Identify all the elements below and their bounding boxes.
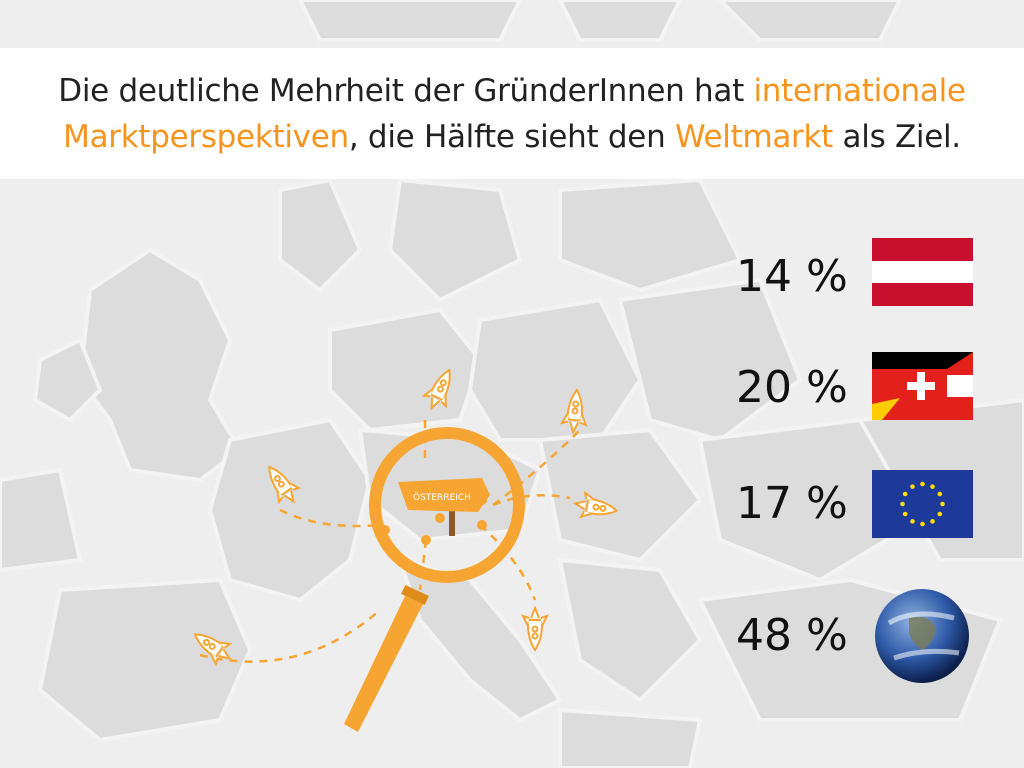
eu-star	[920, 481, 925, 487]
eu-star	[902, 491, 908, 497]
globe-icon	[875, 589, 969, 683]
rocket-icon	[268, 465, 302, 505]
eu-star	[937, 511, 943, 517]
austria-flag-icon	[872, 238, 973, 306]
title-highlight-market: Marktperspektiven	[63, 119, 349, 155]
title-text: Die deutliche Mehrheit der GründerInnen …	[58, 73, 754, 109]
stat-eu: 17 %	[736, 478, 848, 529]
austria-signpost	[398, 478, 490, 512]
magnifier-handle	[344, 596, 423, 732]
rocket-icon	[521, 605, 549, 652]
stat-world: 48 %	[736, 610, 848, 661]
eu-star	[910, 484, 915, 489]
eu-star	[910, 519, 915, 524]
title-text: , die Hälfte sieht den	[348, 119, 675, 155]
eu-star	[940, 501, 945, 507]
eu-star	[930, 519, 935, 524]
dach-flags-icon	[872, 352, 973, 420]
eu-star	[937, 491, 943, 497]
rocket-icon	[572, 490, 619, 519]
eu-star	[930, 484, 935, 489]
title-banner	[0, 48, 1024, 179]
title-highlight-worldmarket: Weltmarkt	[674, 119, 833, 155]
eu-star	[920, 521, 925, 527]
title-text: als Ziel.	[833, 119, 962, 155]
signpost-label: ÖSTERREICH	[413, 492, 471, 503]
rocket-icons	[193, 368, 619, 667]
rocket-icon	[193, 633, 233, 667]
stat-austria: 14 %	[736, 251, 848, 302]
magnifier-lens	[369, 427, 525, 583]
eu-star	[902, 511, 908, 517]
eu-flag-icon	[872, 470, 973, 538]
eu-star	[900, 501, 905, 507]
rocket-icon	[421, 368, 451, 411]
rocket-icon	[559, 388, 588, 435]
title-highlight-international: internationale	[753, 73, 966, 109]
page-title: Die deutliche Mehrheit der GründerInnen …	[0, 68, 1024, 160]
stat-dach: 20 %	[736, 362, 848, 413]
